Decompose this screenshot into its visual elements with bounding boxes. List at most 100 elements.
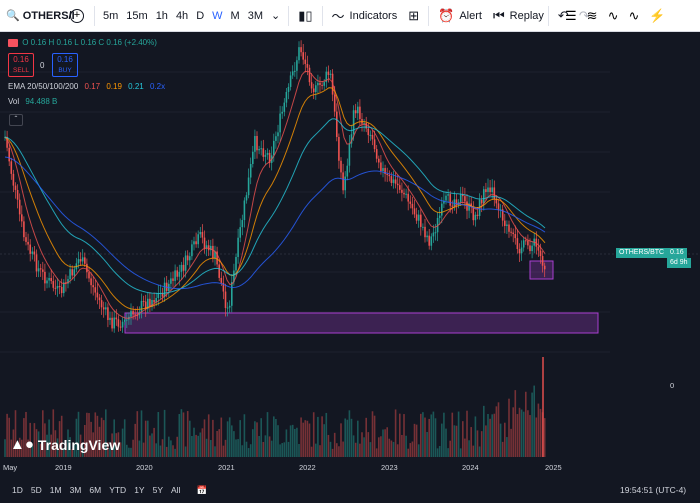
interval-dropdown-icon[interactable]: ⌄ [270,10,281,22]
candle-body [86,263,88,273]
indicators-button[interactable]: 〜 Indicators [327,0,398,32]
range-5y[interactable]: 5Y [152,485,163,495]
range-3m[interactable]: 3M [69,485,82,495]
candle-body [277,132,279,137]
candle-body [193,241,195,245]
candle-body [247,177,250,196]
range-5d[interactable]: 5D [30,485,42,495]
volume-bar [281,443,283,457]
symbol-search[interactable]: 🔍 OTHERS/I [0,0,75,32]
candle-body [323,82,325,86]
volume-bar [50,434,52,457]
volume-bar [527,410,529,457]
volume-bar [449,440,451,457]
ema50-value: 0.19 [106,82,122,91]
candle-body [306,63,309,68]
volume-bar [487,414,489,457]
collapse-legend-icon[interactable]: ˆ [9,114,23,126]
prediction-icon[interactable]: ∿ [628,8,640,23]
volume-bar [199,432,202,457]
volume-bar [203,419,206,457]
interval-1h[interactable]: 1h [155,9,168,22]
range-6m[interactable]: 6M [89,485,102,495]
symbol-logo-icon [8,38,18,47]
go-to-date-icon[interactable]: 📅 [196,485,208,495]
range-1y[interactable]: 1Y [134,485,145,495]
range-all[interactable]: All [171,485,181,495]
candle-body [375,149,378,159]
layout-grid-icon[interactable]: ⊞ [408,7,420,23]
candle-body [321,84,323,86]
candle-body [420,214,422,227]
candle-body [249,163,252,178]
volume-bar [296,427,298,457]
volume-bar [88,413,90,457]
volume-bar [474,416,477,457]
volume-bar [84,424,86,457]
alert-button[interactable]: ⏰ Alert [433,0,482,32]
patterns-icon[interactable]: ∿ [607,8,619,23]
candle-body [88,272,90,279]
buy-label: BUY [58,67,72,74]
candle-body [430,236,433,246]
candle-body [480,199,483,204]
add-symbol-icon[interactable]: + [70,8,84,23]
candle-body [405,193,407,195]
volume-bar [210,440,212,457]
candle-body [495,198,498,204]
candle-body [237,237,239,257]
symbol-label: OTHERS/I [22,9,75,22]
volume-bar [359,443,361,457]
volume-bar [323,424,325,457]
volume-bar [336,443,338,457]
candle-body [27,241,29,245]
candle-body [199,231,202,235]
buy-button[interactable]: 0.16 BUY [52,53,78,77]
measure-icon[interactable]: ⚡ [649,8,666,23]
volume-bar [485,425,487,457]
volume-bar [201,428,204,457]
candle-body [476,214,479,216]
interval-m[interactable]: M [230,9,240,22]
candle-body [363,123,365,125]
candle-body [8,147,10,162]
interval-w[interactable]: W [212,9,223,22]
volume-bar [455,425,458,457]
fib-tool-icon[interactable]: ≋ [586,8,598,23]
candle-style-icon[interactable]: ▮▯ [298,7,313,23]
candle-body [445,195,447,201]
interval-3m[interactable]: 3M [247,9,263,22]
range-1d[interactable]: 1D [12,485,23,495]
volume-bar [495,406,498,457]
interval-4h[interactable]: 4h [175,9,189,22]
price-chart[interactable] [0,32,700,503]
chart-pane[interactable]: O 0.16 H 0.16 L 0.16 C 0.16 (+2.40%) 0.1… [0,32,700,503]
volume-bar [352,435,355,457]
replay-button[interactable]: ⏮ Replay [488,0,544,32]
candle-body [10,161,13,174]
volume-bar [543,418,546,457]
volume-bar [98,426,101,457]
volume-bar [8,417,10,457]
interval-d[interactable]: D [196,9,205,22]
candle-body [90,278,92,286]
candle-body [189,256,191,261]
volume-bar [205,438,208,457]
interval-5m[interactable]: 5m [103,9,119,22]
interval-15m[interactable]: 15m [126,9,148,22]
redo-icon[interactable]: ↷ [578,7,590,23]
x-tick-2019: 2019 [55,463,72,472]
candle-body [44,271,46,284]
candle-body [67,279,69,284]
trend-lines-icon[interactable]: ☰ [565,8,577,23]
range-1m[interactable]: 1M [49,485,62,495]
sell-button[interactable]: 0.16 SELL [8,53,34,77]
candle-body [462,194,464,197]
volume-bar [128,447,130,457]
range-ytd[interactable]: YTD [109,485,127,495]
candle-body [459,194,462,203]
undo-icon[interactable]: ↶ [557,7,569,23]
volume-bar [462,421,464,457]
candle-body [31,251,34,254]
